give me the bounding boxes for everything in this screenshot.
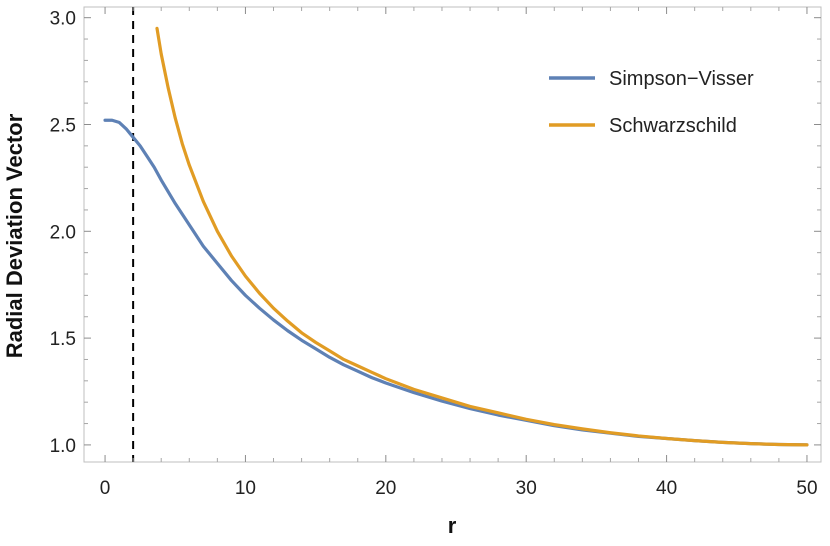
y-tick-label: 3.0 (50, 9, 76, 30)
y-tick-label: 1.0 (50, 436, 76, 457)
y-tick-label: 2.0 (50, 222, 76, 243)
legend-label: Simpson−Visser (609, 68, 754, 90)
y-tick-label: 2.5 (50, 115, 76, 136)
x-tick-label: 10 (235, 478, 256, 499)
y-axis-title: Radial Deviation Vector (2, 113, 27, 358)
x-tick-label: 30 (516, 478, 537, 499)
x-tick-label: 20 (375, 478, 396, 499)
axis-layer: 0 10 20 30 40 50 1.0 1.5 2.0 2.5 3.0 (50, 7, 821, 499)
series-line-simpson-visser (103, 118, 809, 447)
legend: Simpson−Visser Schwarzschild (549, 68, 754, 137)
y-tick-label: 1.5 (50, 329, 76, 350)
series-line-schwarzschild (155, 26, 809, 447)
plot-frame (83, 6, 822, 463)
series-layer (103, 26, 809, 447)
x-axis-title: r (448, 513, 457, 538)
x-tick-label: 0 (100, 478, 111, 499)
legend-label: Schwarzschild (609, 115, 737, 137)
x-tick-label: 50 (796, 478, 817, 499)
x-tick-label: 40 (656, 478, 677, 499)
